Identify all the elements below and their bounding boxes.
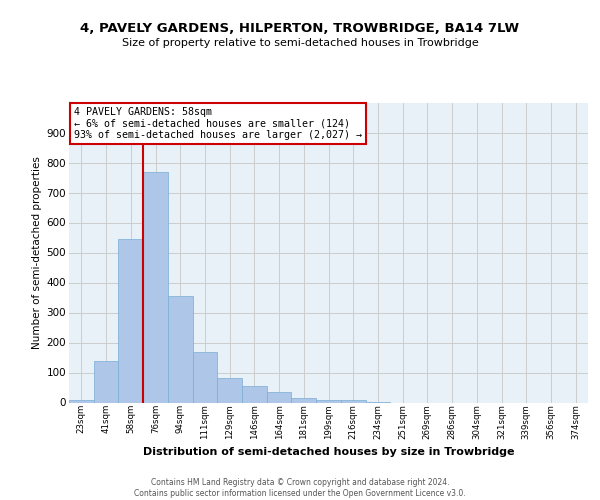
Bar [193, 352, 217, 403]
Text: 4, PAVELY GARDENS, HILPERTON, TROWBRIDGE, BA14 7LW: 4, PAVELY GARDENS, HILPERTON, TROWBRIDGE… [80, 22, 520, 36]
Bar [316, 400, 341, 402]
Bar [292, 398, 316, 402]
Text: 4 PAVELY GARDENS: 58sqm
← 6% of semi-detached houses are smaller (124)
93% of se: 4 PAVELY GARDENS: 58sqm ← 6% of semi-det… [74, 107, 362, 140]
Bar [267, 392, 292, 402]
Bar [168, 296, 193, 403]
X-axis label: Distribution of semi-detached houses by size in Trowbridge: Distribution of semi-detached houses by … [143, 447, 514, 457]
Y-axis label: Number of semi-detached properties: Number of semi-detached properties [32, 156, 43, 349]
Bar [69, 400, 94, 402]
Text: Contains HM Land Registry data © Crown copyright and database right 2024.
Contai: Contains HM Land Registry data © Crown c… [134, 478, 466, 498]
Bar [118, 239, 143, 402]
Bar [217, 378, 242, 402]
Text: Size of property relative to semi-detached houses in Trowbridge: Size of property relative to semi-detach… [122, 38, 478, 48]
Bar [143, 172, 168, 402]
Bar [341, 400, 365, 402]
Bar [94, 360, 118, 403]
Bar [242, 386, 267, 402]
